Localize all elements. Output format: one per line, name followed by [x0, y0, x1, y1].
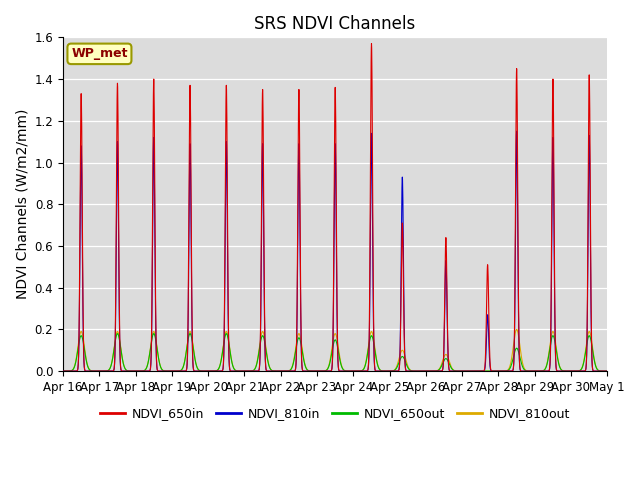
Legend: NDVI_650in, NDVI_810in, NDVI_650out, NDVI_810out: NDVI_650in, NDVI_810in, NDVI_650out, NDV… — [95, 402, 575, 425]
Title: SRS NDVI Channels: SRS NDVI Channels — [255, 15, 416, 33]
Text: WP_met: WP_met — [71, 48, 128, 60]
Y-axis label: NDVI Channels (W/m2/mm): NDVI Channels (W/m2/mm) — [15, 109, 29, 300]
